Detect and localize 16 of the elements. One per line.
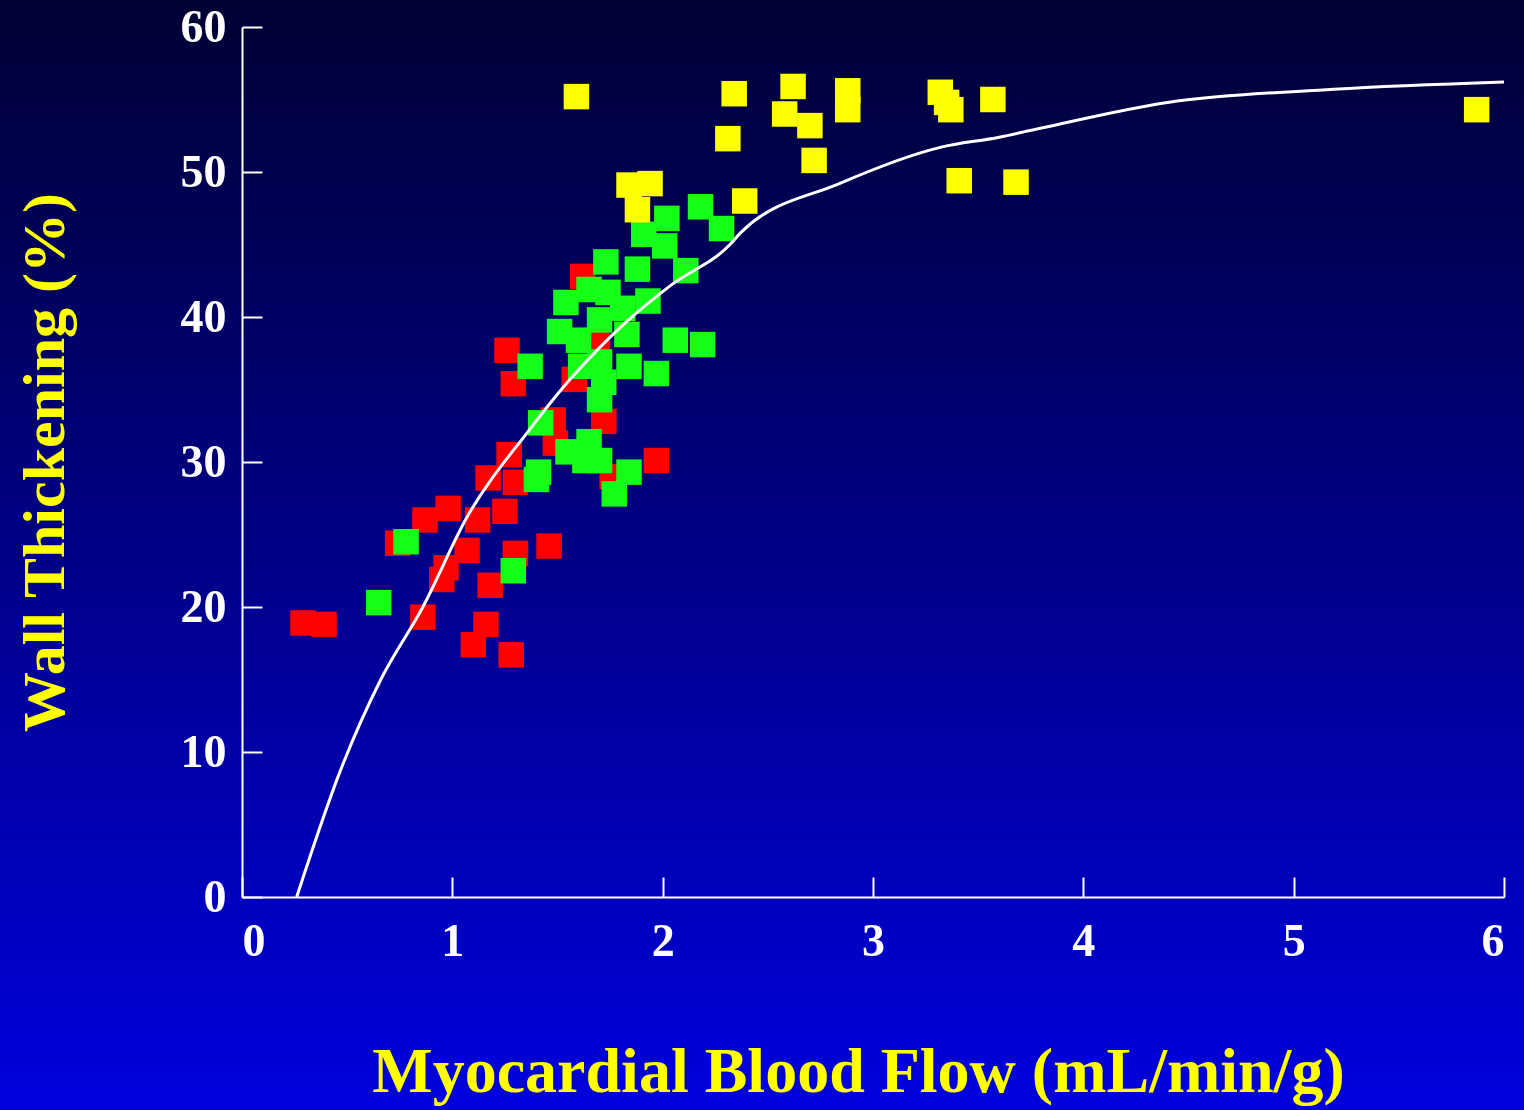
y-tick-label: 20 (180, 580, 227, 632)
y-tick-label: 30 (180, 435, 227, 487)
y-tick-label: 0 (203, 870, 227, 922)
x-tick-label: 6 (1481, 914, 1505, 966)
x-tick-label: 5 (1282, 914, 1306, 966)
y-axis-title: Wall Thickening (%) (10, 192, 77, 733)
y-tick-label: 40 (180, 290, 227, 342)
x-tick-label: 0 (242, 914, 266, 966)
y-tick-label: 10 (180, 725, 227, 777)
x-axis-title: Myocardial Blood Flow (mL/min/g) (372, 1034, 1345, 1106)
x-tick-label: 1 (441, 914, 465, 966)
x-tick-label: 2 (651, 914, 675, 966)
y-tick-label: 50 (180, 145, 227, 197)
x-tick-label: 3 (862, 914, 885, 966)
x-tick-label: 4 (1072, 914, 1096, 966)
y-tick-label: 60 (180, 0, 227, 52)
